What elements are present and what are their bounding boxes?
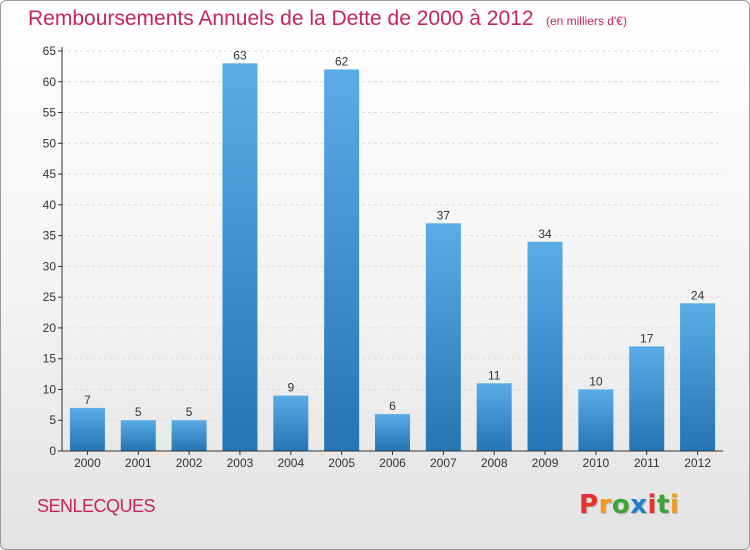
y-tick-label: 20 (43, 321, 57, 335)
bar (324, 69, 360, 451)
y-tick-label: 15 (43, 352, 57, 366)
title-row: Remboursements Annuels de la Dette de 20… (28, 7, 627, 31)
x-tick-label: 2006 (379, 456, 406, 470)
x-tick-label: 2012 (684, 456, 711, 470)
x-tick-label: 2008 (481, 456, 508, 470)
brand-logo-letter: i (647, 490, 657, 520)
label-layer: 7 2000 5 2001 5 2002 63 2003 9 2004 62 2005 6 2006 37 2… (74, 48, 711, 470)
data-label: 7 (84, 393, 91, 407)
x-tick-label: 2005 (328, 456, 355, 470)
data-label: 37 (437, 208, 451, 222)
x-tick-label: 2007 (430, 456, 457, 470)
y-tick-label: 0 (49, 444, 56, 458)
x-tick-label: 2010 (583, 456, 610, 470)
y-tick-label: 55 (43, 106, 57, 120)
x-tick-label: 2001 (125, 456, 152, 470)
data-label: 24 (691, 288, 705, 302)
brand-logo-letter: i (669, 490, 680, 520)
x-tick-label: 2002 (176, 456, 203, 470)
x-tick-label: 2000 (74, 456, 101, 470)
y-tick-label: 60 (43, 75, 57, 89)
data-label: 9 (287, 381, 294, 395)
data-label: 10 (589, 374, 603, 388)
data-label: 5 (135, 405, 142, 419)
y-tick-label: 50 (43, 136, 57, 150)
bar (222, 63, 258, 452)
data-label: 17 (640, 331, 654, 345)
y-tick-label: 65 (43, 44, 57, 58)
brand-logo-letter: P (579, 490, 599, 520)
brand-logo-letter: t (656, 490, 670, 520)
commune-name: SENLECQUES (37, 496, 156, 516)
bar (578, 389, 614, 451)
y-tick-label: 25 (43, 290, 57, 304)
chart-unit: (en milliers d'€) (545, 14, 627, 28)
y-tick-label: 40 (43, 198, 57, 212)
brand-logo-letter: x (630, 490, 648, 520)
data-label: 11 (488, 368, 501, 382)
data-label: 62 (335, 54, 349, 68)
bar-layer (69, 63, 716, 452)
x-tick-label: 2004 (277, 456, 304, 470)
bar (527, 241, 563, 451)
bar (120, 420, 156, 451)
y-tick-label: 30 (43, 259, 57, 273)
brand-logo-letter: o (611, 490, 631, 520)
bar (680, 303, 716, 451)
data-label: 6 (389, 399, 396, 413)
brand-logo-letter: r (598, 490, 612, 520)
y-tick-label: 10 (43, 382, 57, 396)
chart-title: Remboursements Annuels de la Dette de 20… (28, 7, 534, 30)
y-tick-label: 45 (43, 167, 57, 181)
bar (375, 414, 410, 451)
brand-logo: Proxiti (579, 490, 679, 520)
data-label: 5 (186, 405, 193, 419)
x-tick-label: 2011 (634, 456, 660, 470)
bar (476, 383, 512, 451)
data-label: 63 (233, 48, 247, 62)
x-tick-label: 2003 (227, 456, 254, 470)
x-tick-label: 2009 (532, 456, 559, 470)
y-tick-label: 5 (49, 413, 56, 427)
bar (69, 407, 105, 451)
data-label: 34 (538, 227, 552, 241)
bar (273, 395, 309, 451)
bar (425, 223, 461, 451)
bar (171, 420, 207, 451)
grid-layer (62, 50, 723, 421)
y-tick-label: 35 (43, 229, 57, 243)
bar (629, 346, 665, 451)
